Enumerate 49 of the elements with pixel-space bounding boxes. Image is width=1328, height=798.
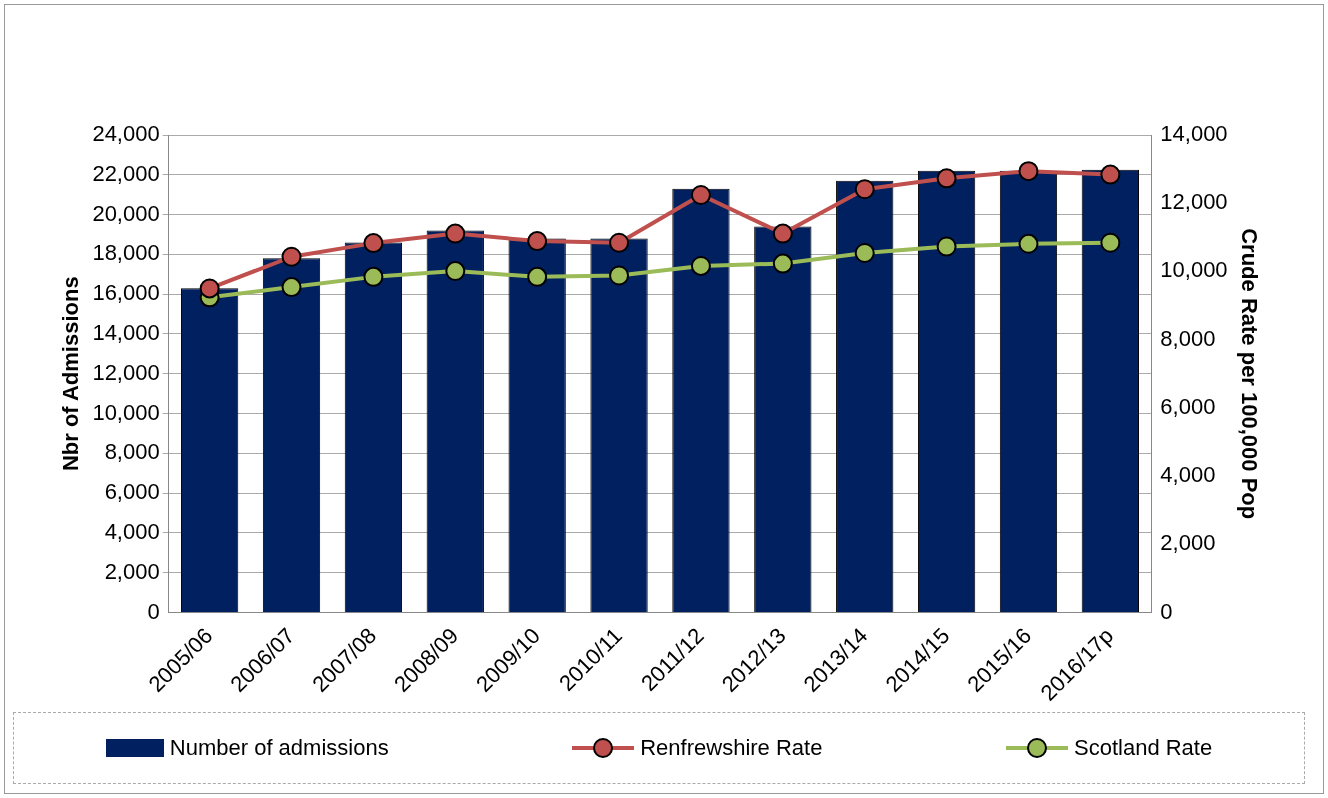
point (936, 168, 957, 189)
y-tick-label: 16,000 (92, 280, 160, 306)
point (609, 232, 630, 253)
point (527, 231, 548, 252)
point (772, 253, 793, 274)
y-tick-label: 4,000 (104, 518, 160, 544)
point (609, 265, 630, 286)
point (281, 246, 302, 267)
point (690, 255, 711, 276)
legend-label: Scotland Rate (1074, 735, 1213, 761)
y-tick-label: 10,000 (92, 399, 160, 425)
legend-label: Number of admissions (169, 735, 389, 761)
point (772, 223, 793, 244)
point (1018, 161, 1039, 182)
y2-tick-label: 12,000 (1160, 189, 1228, 215)
y2-tick-label: 2,000 (1160, 530, 1216, 556)
y-tick-label: 12,000 (92, 359, 160, 385)
point (854, 179, 875, 200)
y2-tick-label: 0 (1160, 598, 1173, 624)
point (690, 185, 711, 206)
y2-tick-label: 10,000 (1160, 257, 1228, 283)
y-tick-label: 8,000 (104, 439, 160, 465)
y-tick-label: 20,000 (92, 200, 160, 226)
point (1100, 164, 1121, 185)
point (854, 243, 875, 263)
y-tick-label: 22,000 (92, 160, 160, 186)
point (1018, 233, 1039, 254)
y-tick-label: 14,000 (92, 320, 160, 345)
y-axis-title: Nbr of Admissions (58, 276, 84, 472)
point (1100, 232, 1121, 253)
y2-tick-label: 8,000 (1160, 325, 1216, 351)
y2-tick-label: 6,000 (1160, 393, 1216, 419)
y2-tick-label: 4,000 (1160, 462, 1216, 488)
point (199, 278, 220, 299)
y-tick-label: 6,000 (104, 479, 160, 505)
point (527, 266, 548, 287)
point (445, 261, 466, 282)
y-tick-label: 2,000 (104, 558, 160, 584)
point (363, 233, 384, 254)
y-tick-label: 24,000 (92, 121, 160, 147)
point (281, 277, 302, 298)
legend-label: Renfrewshire Rate (640, 735, 823, 761)
y-tick-label: 18,000 (92, 240, 160, 266)
y2-axis-title: Crude Rate per 100,000 Pop (1236, 228, 1262, 520)
point (936, 236, 957, 257)
y-tick-label: 0 (147, 598, 160, 624)
point (363, 266, 384, 287)
point (445, 223, 466, 244)
y2-tick-label: 14,000 (1160, 121, 1228, 147)
